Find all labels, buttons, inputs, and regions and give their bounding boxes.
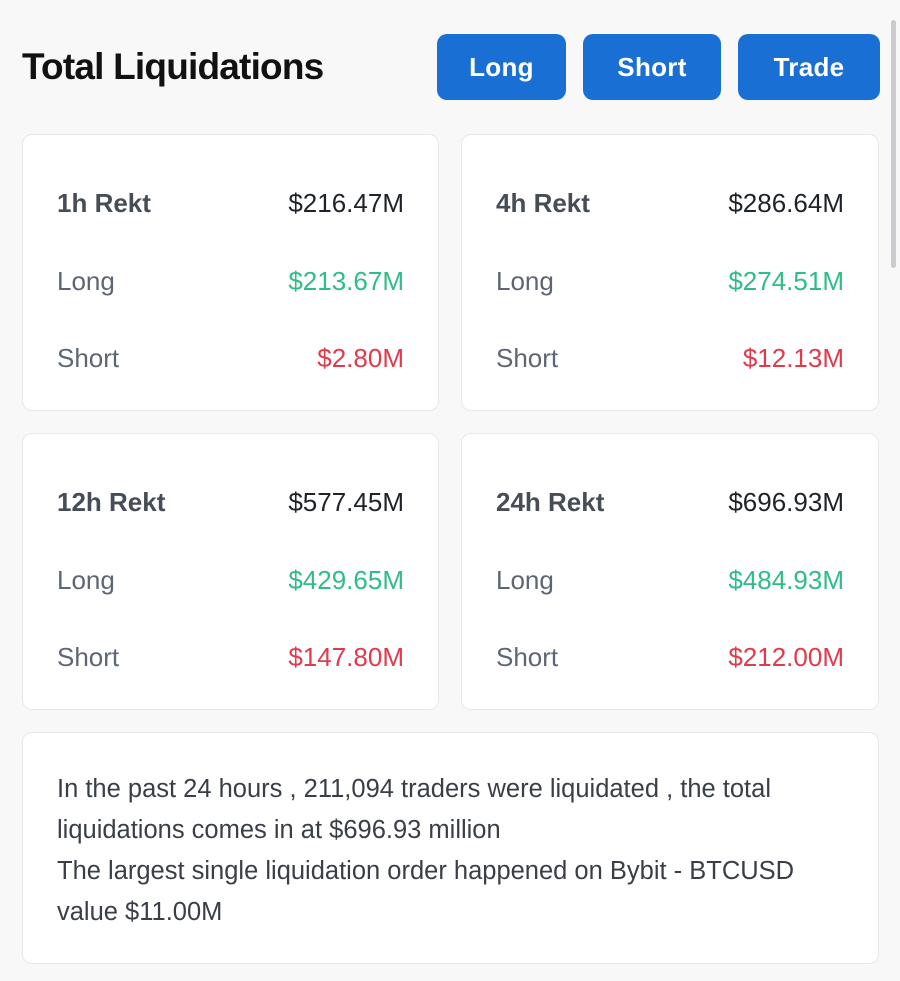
card-total-row: 12h Rekt $577.45M <box>57 484 404 520</box>
card-long-row: Long $213.67M <box>57 263 404 299</box>
long-value: $484.93M <box>728 564 844 595</box>
short-label: Short <box>57 342 120 373</box>
short-value: $212.00M <box>728 641 844 672</box>
card-short-row: Short $12.13M <box>496 340 844 376</box>
trade-button[interactable]: Trade <box>738 34 880 100</box>
period-label: 24h Rekt <box>496 486 605 517</box>
card-short-row: Short $2.80M <box>57 340 404 376</box>
total-value: $216.47M <box>288 187 404 218</box>
period-label: 4h Rekt <box>496 187 590 218</box>
summary-text-largest-order: The largest single liquidation order hap… <box>57 857 795 926</box>
page-title: Total Liquidations <box>22 46 324 87</box>
period-label: 12h Rekt <box>57 486 166 517</box>
short-value: $2.80M <box>317 342 404 373</box>
card-total-row: 4h Rekt $286.64M <box>496 185 844 221</box>
short-value: $147.80M <box>288 641 404 672</box>
total-value: $286.64M <box>728 187 844 218</box>
card-short-row: Short $147.80M <box>57 639 404 675</box>
card-long-row: Long $429.65M <box>57 562 404 598</box>
total-value: $577.45M <box>288 486 404 517</box>
rekt-card-1h: 1h Rekt $216.47M Long $213.67M Short $2.… <box>22 134 439 411</box>
header: Total Liquidations Long Short Trade <box>22 34 880 100</box>
short-value: $12.13M <box>742 342 844 373</box>
card-long-row: Long $484.93M <box>496 562 844 598</box>
short-label: Short <box>496 641 559 672</box>
long-label: Long <box>57 564 115 595</box>
short-label: Short <box>496 342 559 373</box>
rekt-card-24h: 24h Rekt $696.93M Long $484.93M Short $2… <box>461 433 879 710</box>
short-button[interactable]: Short <box>583 34 721 100</box>
long-value: $213.67M <box>288 265 404 296</box>
long-label: Long <box>496 564 554 595</box>
short-label: Short <box>57 641 120 672</box>
long-label: Long <box>57 265 115 296</box>
period-label: 1h Rekt <box>57 187 151 218</box>
long-value: $429.65M <box>288 564 404 595</box>
scrollbar[interactable] <box>891 20 896 268</box>
summary-panel: In the past 24 hours , 211,094 traders w… <box>22 732 879 964</box>
rekt-card-12h: 12h Rekt $577.45M Long $429.65M Short $1… <box>22 433 439 710</box>
summary-text-traders: In the past 24 hours , 211,094 traders w… <box>57 775 771 844</box>
long-button[interactable]: Long <box>437 34 566 100</box>
card-total-row: 1h Rekt $216.47M <box>57 185 404 221</box>
action-buttons: Long Short Trade <box>437 34 880 100</box>
total-value: $696.93M <box>728 486 844 517</box>
card-total-row: 24h Rekt $696.93M <box>496 484 844 520</box>
rekt-card-4h: 4h Rekt $286.64M Long $274.51M Short $12… <box>461 134 879 411</box>
long-value: $274.51M <box>728 265 844 296</box>
card-short-row: Short $212.00M <box>496 639 844 675</box>
long-label: Long <box>496 265 554 296</box>
card-long-row: Long $274.51M <box>496 263 844 299</box>
